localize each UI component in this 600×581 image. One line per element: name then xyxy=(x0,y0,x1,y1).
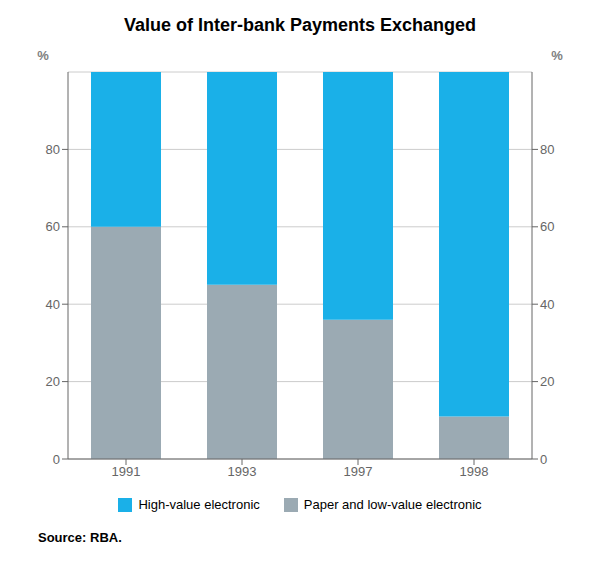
html-text:Value of Inter-bank Payments E: Value of Inter-bank Payments Exchanged xyxy=(123,15,476,35)
svg-text:0: 0 xyxy=(53,452,60,467)
svg-text:1998: 1998 xyxy=(460,464,489,479)
svg-text:1993: 1993 xyxy=(228,464,257,479)
svg-text:20: 20 xyxy=(46,374,60,389)
svg-text:1991: 1991 xyxy=(112,464,141,479)
svg-text:%: % xyxy=(551,48,563,63)
html-text:Source: RBA.: Source: RBA. xyxy=(38,530,122,545)
svg-text:20: 20 xyxy=(540,374,554,389)
svg-text:1997: 1997 xyxy=(344,464,373,479)
html-text:High-value electronic: High-value electronic xyxy=(138,497,260,512)
svg-text:40: 40 xyxy=(46,297,60,312)
svg-text:%: % xyxy=(37,48,49,63)
svg-text:60: 60 xyxy=(46,219,60,234)
svg-text:80: 80 xyxy=(46,142,60,157)
svg-text:80: 80 xyxy=(540,142,554,157)
html-text:Paper and low-value electronic: Paper and low-value electronic xyxy=(303,497,482,512)
svg-text:0: 0 xyxy=(540,452,547,467)
svg-text:40: 40 xyxy=(540,297,554,312)
svg-text:60: 60 xyxy=(540,219,554,234)
